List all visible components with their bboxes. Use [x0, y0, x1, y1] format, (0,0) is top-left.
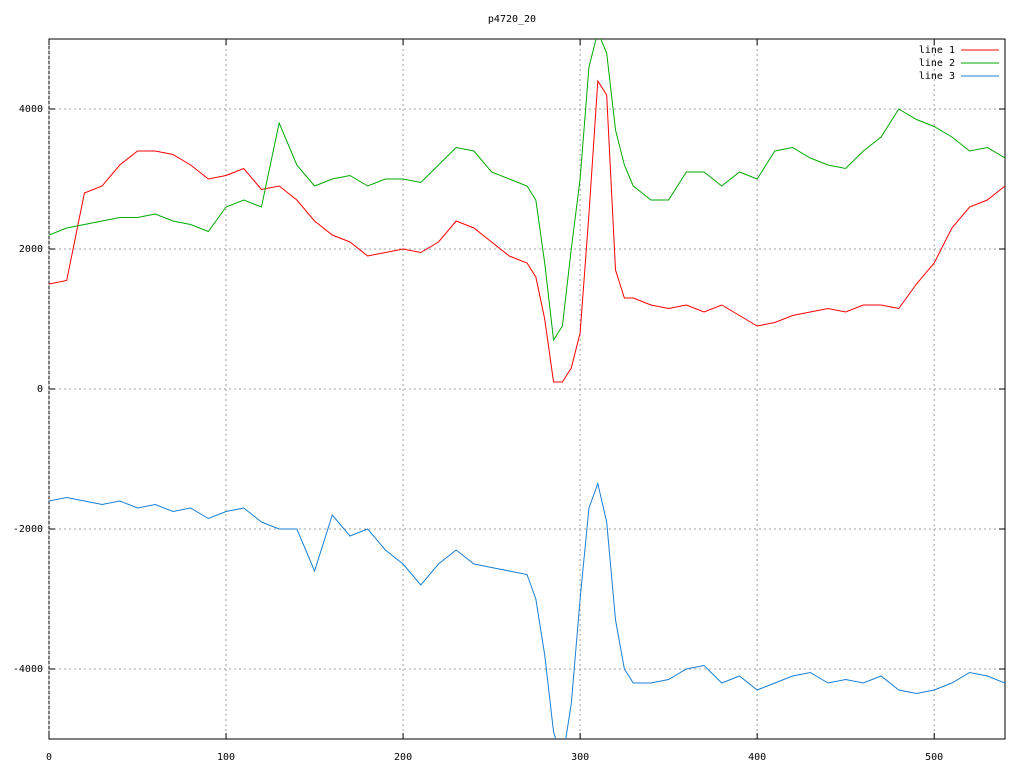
x-tick-label: 200	[394, 752, 412, 763]
legend-label: line 3	[919, 71, 955, 82]
line-series	[49, 481, 1005, 739]
legend-label: line 1	[919, 45, 955, 56]
plot-frame	[48, 38, 1006, 740]
line-series	[49, 39, 1005, 342]
x-tick-label: 0	[46, 752, 52, 763]
y-tick-label: 2000	[19, 244, 43, 255]
x-tick-label: 100	[217, 752, 235, 763]
chart-title: p4720_20	[488, 14, 536, 25]
x-tick-label: 400	[748, 752, 766, 763]
y-tick-label: -4000	[13, 664, 43, 675]
y-tick-label: -2000	[13, 524, 43, 535]
line-series	[49, 79, 1005, 383]
legend-label: line 2	[919, 58, 955, 69]
y-tick-label: 0	[37, 384, 43, 395]
x-tick-label: 500	[925, 752, 943, 763]
y-tick-label: 4000	[19, 104, 43, 115]
x-tick-label: 300	[571, 752, 589, 763]
